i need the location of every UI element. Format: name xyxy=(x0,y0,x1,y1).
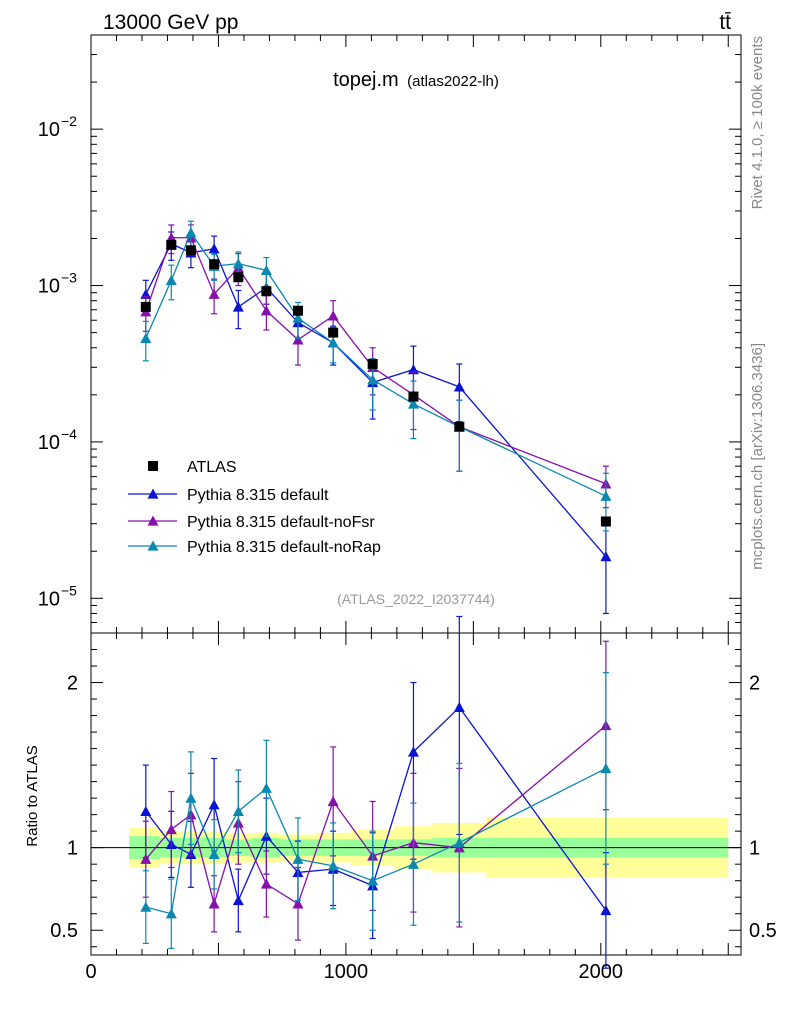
series-point-main xyxy=(600,490,612,501)
series-3 xyxy=(140,220,612,949)
series-point-main xyxy=(140,332,152,343)
atlas-point xyxy=(261,286,272,297)
y-tick-label-ratio-right: 0.5 xyxy=(749,920,777,942)
process-label: tt̄ xyxy=(719,11,731,34)
atlas-point xyxy=(233,272,244,283)
series-line-ratio xyxy=(145,706,607,911)
atlas-point xyxy=(292,305,303,316)
series-point-ratio xyxy=(165,908,177,919)
series-point-ratio xyxy=(292,898,304,909)
y-tick-label-exp: −5 xyxy=(61,582,77,598)
series-point-ratio xyxy=(453,837,465,848)
energy-label: 13000 GeV pp xyxy=(103,11,238,34)
series-point-main xyxy=(260,305,272,316)
y-tick-label-main: 10 xyxy=(38,588,60,610)
ratio-panel-frame xyxy=(90,632,742,956)
series-point-main xyxy=(407,398,419,409)
series-point-main xyxy=(232,258,244,269)
series-line-main xyxy=(145,237,607,485)
series-layer xyxy=(140,220,612,969)
series-point-ratio xyxy=(208,799,220,810)
x-tick-label: 0 xyxy=(85,961,96,983)
side-label-mcplots: mcplots.cern.ch [arXiv:1306.3436] xyxy=(749,343,766,570)
series-point-ratio xyxy=(600,904,612,916)
plot-title: topej.m (atlas2022-lh) xyxy=(333,69,499,91)
series-point-main xyxy=(327,337,339,348)
series-point-ratio xyxy=(165,824,177,835)
series-point-main xyxy=(600,551,612,562)
plot-title-main: topej.m xyxy=(333,69,399,91)
series-point-main xyxy=(453,381,465,392)
series-point-ratio xyxy=(208,898,220,909)
series-point-ratio xyxy=(367,875,379,886)
y-tick-label-main: 10 xyxy=(38,276,60,298)
series-point-main xyxy=(367,374,379,385)
y-tick-label-main: 10 xyxy=(38,432,60,454)
series-point-ratio xyxy=(292,853,304,864)
side-label-rivet: Rivet 4.1.0, ≥ 100k events xyxy=(749,36,766,209)
legend-label: Pythia 8.315 default-noRap xyxy=(187,539,381,556)
atlas-point xyxy=(185,245,196,256)
plot-title-sub: (atlas2022-lh) xyxy=(407,73,499,90)
y-tick-label-ratio-right: 1 xyxy=(749,838,760,860)
legend-label: ATLAS xyxy=(187,459,237,476)
series-point-main xyxy=(292,312,304,323)
series-point-ratio xyxy=(260,878,272,889)
atlas-point xyxy=(140,301,151,312)
legend-label: Pythia 8.315 default-noFsr xyxy=(187,514,375,531)
series-point-ratio xyxy=(232,805,244,817)
series-point-ratio xyxy=(453,701,465,712)
series-point-ratio xyxy=(185,792,197,803)
y-tick-label-main: 10 xyxy=(38,119,60,141)
series-point-main xyxy=(208,288,220,299)
atlas-point xyxy=(209,259,220,270)
series-line-main xyxy=(145,231,607,497)
atlas-point xyxy=(600,516,611,527)
analysis-id: (ATLAS_2022_I2037744) xyxy=(337,591,495,607)
atlas-point xyxy=(328,327,339,338)
series-point-ratio xyxy=(600,762,612,774)
y-tick-label-ratio: 1 xyxy=(67,838,78,860)
series-point-ratio xyxy=(407,858,419,869)
series-point-ratio xyxy=(140,901,152,912)
legend-marker xyxy=(147,515,159,526)
atlas-point xyxy=(166,239,177,250)
y-tick-label-ratio: 2 xyxy=(67,673,78,695)
atlas-data xyxy=(140,239,611,527)
x-tick-label: 2000 xyxy=(579,961,624,983)
ratio-ylabel: Ratio to ATLAS xyxy=(24,745,41,846)
y-tick-label-ratio: 0.5 xyxy=(50,920,78,942)
legend-marker xyxy=(147,488,159,499)
series-line-ratio xyxy=(145,767,607,915)
series-point-main xyxy=(260,264,272,276)
series-point-ratio xyxy=(327,860,339,871)
legend-marker xyxy=(147,540,159,551)
y-tick-label-exp: −2 xyxy=(61,113,77,129)
series-point-main xyxy=(165,274,177,285)
atlas-point xyxy=(408,391,419,402)
legend-marker-atlas xyxy=(148,461,158,471)
atlas-point xyxy=(367,358,378,369)
series-point-ratio xyxy=(327,795,339,807)
series-point-main xyxy=(185,227,197,238)
series-point-ratio xyxy=(260,782,272,793)
y-tick-label-exp: −4 xyxy=(61,426,77,442)
series-point-main xyxy=(208,243,220,254)
x-tick-label: 1000 xyxy=(324,961,369,983)
series-point-ratio xyxy=(208,848,220,859)
y-tick-label-ratio-right: 2 xyxy=(749,673,760,695)
series-point-main xyxy=(232,301,244,312)
series-point-ratio xyxy=(140,805,152,817)
series-point-ratio xyxy=(232,895,244,906)
series-point-main xyxy=(327,310,339,321)
legend-label: Pythia 8.315 default xyxy=(187,487,329,504)
atlas-point xyxy=(454,421,465,432)
legend: ATLAS Pythia 8.315 default Pythia 8.315 de… xyxy=(128,459,381,556)
series-point-ratio xyxy=(140,853,152,864)
y-tick-label-exp: −3 xyxy=(61,270,77,286)
series-point-main xyxy=(292,334,304,345)
series-point-ratio xyxy=(407,746,419,757)
